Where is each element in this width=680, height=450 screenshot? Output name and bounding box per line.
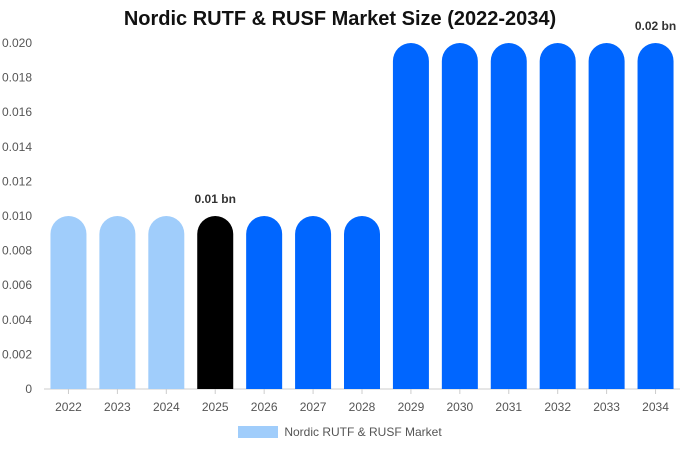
bar bbox=[392, 43, 429, 389]
x-tick-label: 2024 bbox=[153, 400, 180, 414]
x-tick-label: 2032 bbox=[544, 400, 571, 414]
x-tick-label: 2027 bbox=[300, 400, 327, 414]
y-tick-label: 0.014 bbox=[2, 140, 32, 154]
legend-swatch bbox=[238, 426, 279, 438]
x-tick-label: 2025 bbox=[202, 400, 229, 414]
bar bbox=[99, 216, 136, 389]
data-label: 0.01 bn bbox=[195, 192, 236, 206]
y-tick-label: 0.010 bbox=[2, 209, 32, 223]
x-tick-label: 2033 bbox=[593, 400, 620, 414]
y-tick-label: 0.012 bbox=[2, 174, 32, 188]
data-label: 0.02 bn bbox=[635, 19, 676, 33]
bar bbox=[344, 216, 380, 389]
bar bbox=[539, 43, 576, 389]
x-tick-label: 2023 bbox=[104, 400, 131, 414]
bar bbox=[50, 216, 87, 389]
x-tick-label: 2029 bbox=[398, 400, 425, 414]
y-tick-label: 0.006 bbox=[2, 278, 32, 292]
legend[interactable]: Nordic RUTF & RUSF Market bbox=[0, 425, 680, 439]
bar bbox=[637, 43, 674, 389]
x-tick-label: 2028 bbox=[349, 400, 376, 414]
y-tick-label: 0.020 bbox=[2, 36, 32, 50]
y-tick-label: 0 bbox=[25, 382, 32, 396]
y-tick-label: 0.008 bbox=[2, 244, 32, 258]
bar bbox=[197, 216, 234, 389]
legend-label: Nordic RUTF & RUSF Market bbox=[284, 425, 442, 439]
x-tick-label: 2030 bbox=[446, 400, 473, 414]
x-tick-label: 2034 bbox=[642, 400, 669, 414]
bar bbox=[246, 216, 283, 389]
x-tick-label: 2031 bbox=[495, 400, 522, 414]
bar bbox=[441, 43, 478, 389]
y-tick-label: 0.016 bbox=[2, 105, 32, 119]
y-tick-label: 0.002 bbox=[2, 347, 32, 361]
x-tick-label: 2026 bbox=[251, 400, 278, 414]
bar bbox=[148, 216, 185, 389]
x-tick-label: 2022 bbox=[55, 400, 82, 414]
bar bbox=[295, 216, 332, 389]
y-tick-label: 0.004 bbox=[2, 313, 32, 327]
chart-title: Nordic RUTF & RUSF Market Size (2022-203… bbox=[123, 8, 557, 30]
y-tick-label: 0.018 bbox=[2, 71, 32, 85]
bar bbox=[588, 43, 625, 389]
bar bbox=[490, 43, 527, 389]
